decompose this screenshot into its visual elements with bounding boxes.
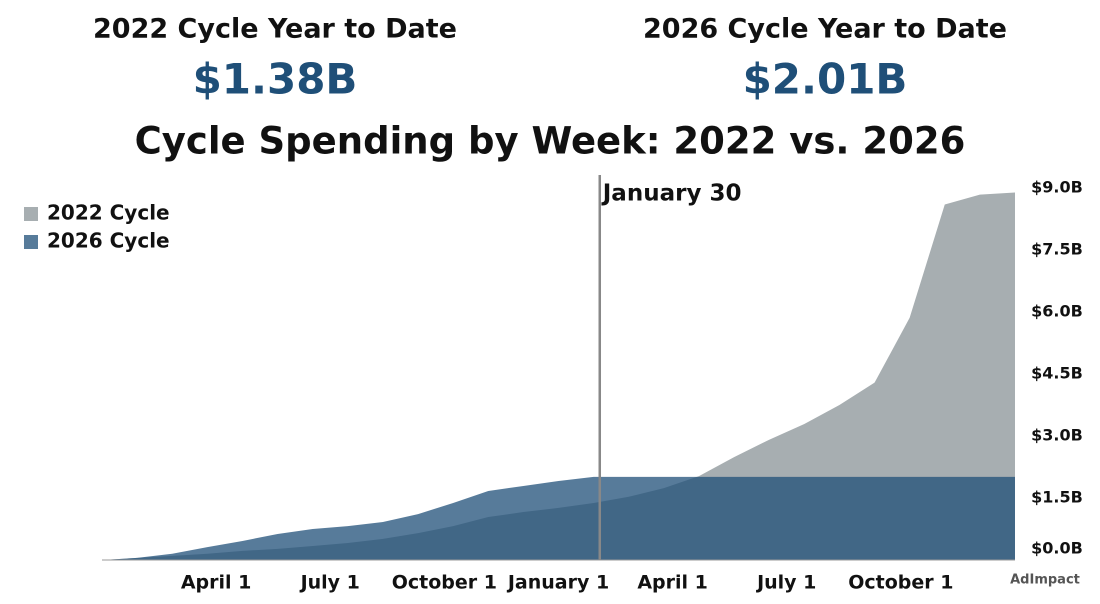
y-tick-label: $6.0B bbox=[1031, 302, 1083, 321]
y-tick-label: $4.5B bbox=[1031, 364, 1083, 383]
y-tick-label: $1.5B bbox=[1031, 488, 1083, 507]
x-tick-label: July 1 bbox=[299, 572, 360, 594]
kpi-value: $2.01B bbox=[743, 55, 908, 104]
area bbox=[102, 192, 1015, 560]
y-tick-label: $0.0B bbox=[1031, 539, 1083, 558]
chart-title: Cycle Spending by Week: 2022 vs. 2026 bbox=[135, 120, 966, 163]
x-tick-label: April 1 bbox=[637, 572, 708, 594]
legend-label: 2022 Cycle bbox=[47, 201, 170, 225]
kpi-value: $1.38B bbox=[193, 55, 358, 104]
annotation-label: January 30 bbox=[601, 181, 742, 207]
y-tick-label: $7.5B bbox=[1031, 240, 1083, 259]
x-tick-label: July 1 bbox=[755, 572, 816, 594]
area bbox=[102, 476, 1015, 560]
kpi-label: 2026 Cycle Year to Date bbox=[643, 14, 1007, 45]
y-tick-label: $3.0B bbox=[1031, 426, 1083, 445]
x-tick-label: April 1 bbox=[181, 572, 252, 594]
legend-label: 2026 Cycle bbox=[47, 229, 170, 253]
legend-swatch bbox=[24, 207, 38, 221]
y-tick-label: $9.0B bbox=[1031, 178, 1083, 197]
kpi-label: 2022 Cycle Year to Date bbox=[93, 14, 457, 45]
x-tick-label: January 1 bbox=[506, 572, 609, 594]
x-tick-label: October 1 bbox=[848, 572, 953, 594]
watermark: AdImpact bbox=[1010, 573, 1080, 588]
legend-swatch bbox=[24, 235, 38, 249]
x-tick-label: October 1 bbox=[392, 572, 497, 594]
